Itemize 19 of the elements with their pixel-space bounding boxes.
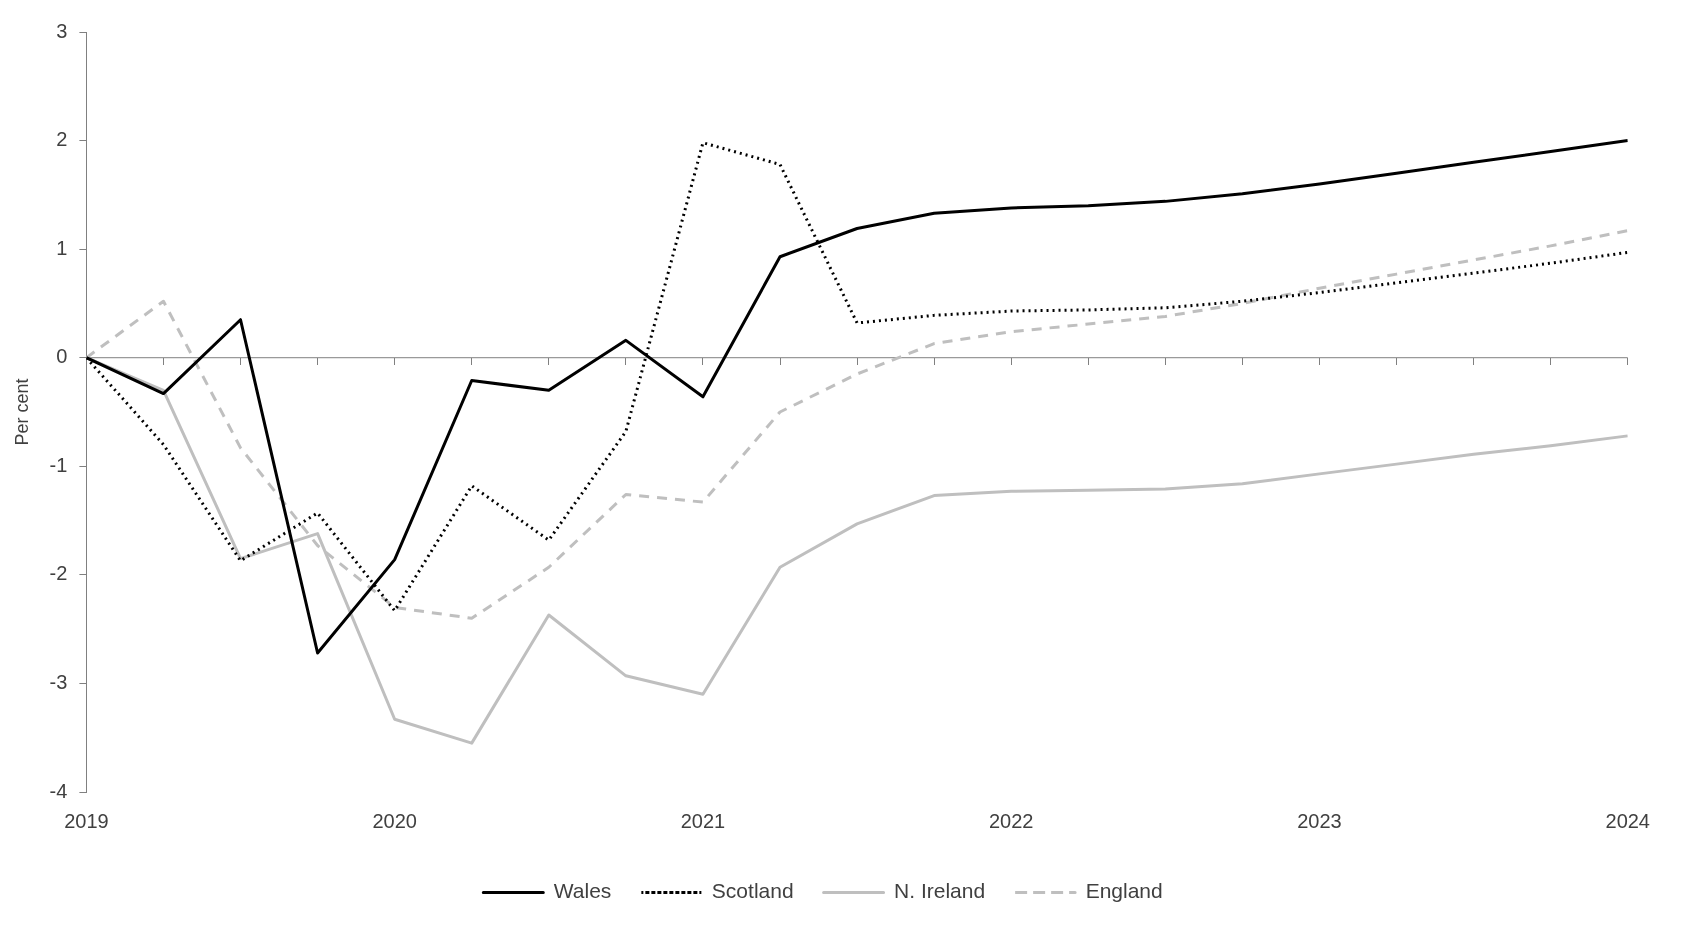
legend-label: England xyxy=(1085,879,1163,903)
legend-label: N. Ireland xyxy=(894,879,986,903)
y-tick-label: -2 xyxy=(49,562,68,585)
y-tick-label: 0 xyxy=(56,345,68,368)
y-tick-label: -1 xyxy=(49,453,68,476)
x-tick-label: 2022 xyxy=(988,809,1034,832)
x-tick-label: 2020 xyxy=(372,809,417,832)
legend-label: Scotland xyxy=(711,879,794,903)
y-tick-label: -4 xyxy=(49,779,68,802)
x-tick-label: 2023 xyxy=(1297,809,1342,832)
y-tick-label: -3 xyxy=(49,670,68,693)
legend-label: Wales xyxy=(553,879,612,903)
y-tick-label: 2 xyxy=(56,128,68,151)
y-tick-label: 1 xyxy=(56,236,68,259)
x-tick-label: 2024 xyxy=(1605,809,1650,832)
y-axis-title: Per cent xyxy=(11,378,32,446)
y-tick-label: 3 xyxy=(56,19,68,42)
x-tick-label: 2021 xyxy=(680,809,726,832)
x-tick-label: 2019 xyxy=(64,809,109,832)
